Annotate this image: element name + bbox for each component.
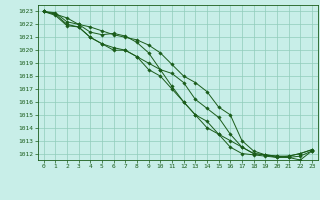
- Text: Graphe pression niveau de la mer (hPa): Graphe pression niveau de la mer (hPa): [58, 184, 262, 193]
